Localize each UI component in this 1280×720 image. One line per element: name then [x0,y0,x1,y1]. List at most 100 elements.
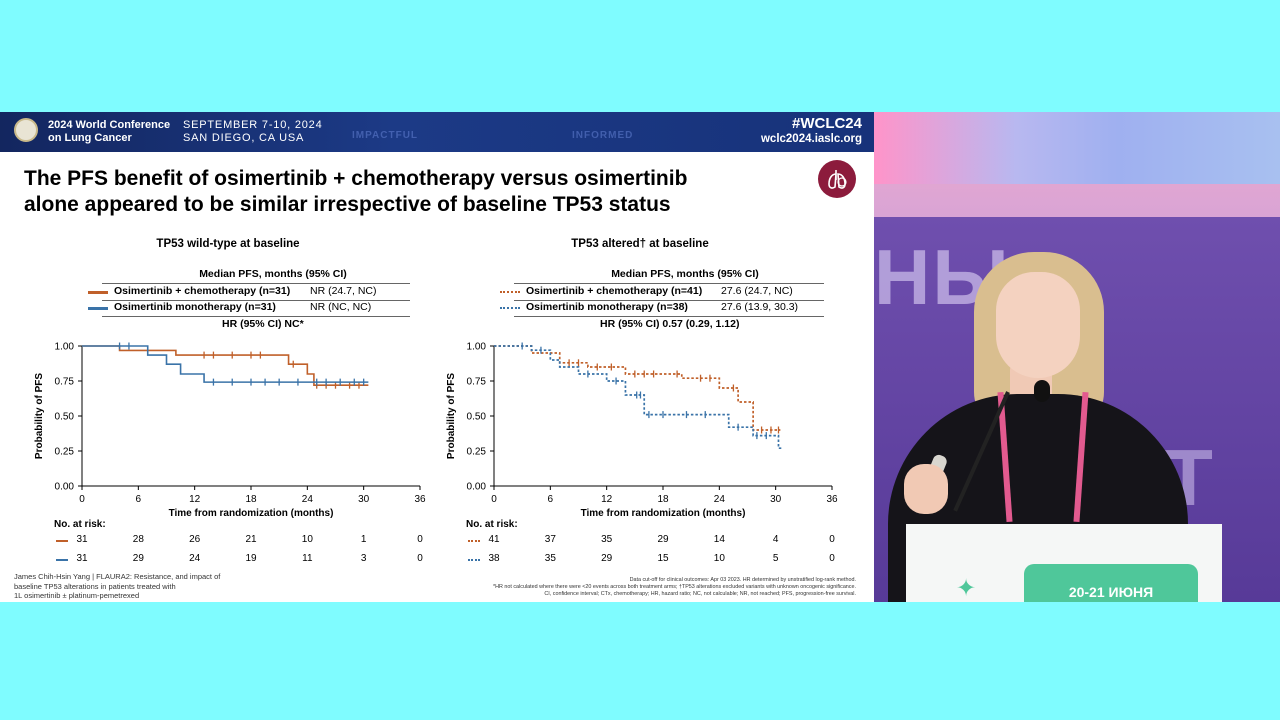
risk-count: 0 [417,534,423,545]
y-tick-label: 0.50 [55,412,75,423]
x-axis-label: Time from randomization (months) [581,508,746,519]
speaker-hand [904,464,948,514]
x-tick-label: 18 [657,494,669,505]
legend-median: 27.6 (13.9, 30.3) [721,301,799,313]
legend-swatch-chemo [88,291,108,294]
legend-item-mono: Osimertinib monotherapy (n=38) 27.6 (13.… [500,300,830,316]
risk-count: 37 [544,534,556,545]
legend-swatch-chemo [500,291,520,293]
stage-screen [874,112,1280,184]
risk-count: 0 [829,553,835,564]
conference-name: 2024 World Conference on Lung Cancer [48,119,171,144]
risk-row-swatch [468,540,480,542]
risk-count: 3 [360,553,367,564]
banner-deco-word: IMPACTFUL [352,130,419,141]
conference-hashtag: #WCLC24 [791,115,862,132]
risk-count: 1 [360,534,367,545]
risk-table-title: No. at risk: [466,519,518,530]
risk-count: 21 [245,534,257,545]
podium-banner [1024,564,1198,602]
risk-count: 11 [302,553,313,564]
risk-count: 29 [601,553,613,564]
risk-row-swatch [56,540,68,542]
legend-swatch-mono [500,307,520,309]
legend-divider [514,300,824,301]
km-plot-altered: 0.00 0.25 0.50 0.75 1.00 0 6 12 18 24 30 36 Time fro… [446,342,838,520]
risk-row-mono: 31 29 24 19 11 3 0 [56,553,454,567]
risk-count: 5 [772,553,779,564]
km-curve-mono [82,345,369,383]
conference-logo-icon [14,118,38,142]
slide-footer-notes: Data cut-off for clinical outcomes: Apr … [492,577,856,597]
legend-wildtype: Median PFS, months (95% CI) Osimertinib … [88,268,418,358]
speaker-camera-feed: НЫ Т ✦ 20-21 ИЮНЯ [874,112,1280,602]
risk-count: 28 [132,534,144,545]
panel-title-altered: TP53 altered† at baseline [571,238,709,250]
risk-table-title: No. at risk: [54,519,106,530]
x-tick-label: 24 [714,494,726,505]
legend-altered: Median PFS, months (95% CI) Osimertinib … [500,268,830,358]
legend-median: NR (NC, NC) [310,301,372,313]
risk-count: 14 [713,534,725,545]
x-tick-label: 30 [358,494,370,505]
risk-row-swatch [468,559,480,561]
legend-divider [514,283,824,284]
legend-divider [102,316,410,317]
y-axis-label: Probability of PFS [446,373,457,459]
legend-median: 27.6 (24.7, NC) [721,285,793,297]
risk-count: 31 [76,534,88,545]
risk-count: 19 [245,553,257,564]
podium-logo-icon: ✦ [955,575,977,602]
km-curve-mono [494,345,782,450]
risk-count: 41 [488,534,500,545]
risk-row-chemo: 31 28 26 21 10 1 0 [56,534,454,548]
risk-count: 10 [713,553,725,564]
legend-header: Median PFS, months (95% CI) [199,268,347,280]
risk-count: 10 [301,534,313,545]
km-curve-chemo [82,345,369,386]
y-tick-label: 0.25 [467,447,487,458]
x-tick-label: 6 [136,494,142,505]
x-tick-label: 36 [826,494,838,505]
conference-banner: 2024 World Conference on Lung Cancer SEP… [0,112,874,152]
microphone-icon [1034,380,1050,402]
speaker-face [996,272,1080,378]
presentation-slide: 2024 World Conference on Lung Cancer SEP… [0,112,874,602]
slide-footer-citation: James Chih-Hsin Yang | FLAURA2: Resistan… [14,572,221,600]
podium-dates: 20-21 ИЮНЯ [1068,584,1154,600]
y-tick-label: 1.00 [55,342,75,353]
x-tick-label: 0 [491,494,497,505]
panel-title-wildtype: TP53 wild-type at baseline [156,238,300,250]
x-axis-label: Time from randomization (months) [169,508,334,519]
x-tick-label: 12 [189,494,201,505]
x-tick-label: 30 [770,494,782,505]
conference-url: wclc2024.iaslc.org [760,133,862,145]
legend-series-name: Osimertinib + chemotherapy (n=31) [114,285,291,297]
y-tick-label: 0.00 [467,482,487,493]
legend-series-name: Osimertinib + chemotherapy (n=41) [526,285,703,297]
y-tick-label: 1.00 [467,342,487,353]
risk-count: 4 [772,534,779,545]
x-tick-label: 36 [414,494,426,505]
legend-hazard-ratio: HR (95% CI) 0.57 (0.29, 1.12) [600,318,740,330]
risk-count: 29 [132,553,144,564]
legend-divider [102,300,410,301]
risk-count: 26 [189,534,201,545]
conference-dates-location: SEPTEMBER 7-10, 2024 SAN DIEGO, CA USA [183,119,323,144]
risk-count: 0 [829,534,835,545]
x-tick-label: 0 [79,494,85,505]
x-tick-label: 6 [548,494,554,505]
x-tick-label: 24 [302,494,314,505]
risk-row-swatch [56,559,68,561]
x-tick-label: 18 [245,494,257,505]
risk-count: 31 [76,553,88,564]
legend-swatch-mono [88,307,108,310]
y-tick-label: 0.75 [467,377,487,388]
risk-count: 15 [657,553,669,564]
y-tick-label: 0.00 [55,482,75,493]
y-tick-label: 0.75 [55,377,75,388]
y-axis-label: Probability of PFS [34,373,45,459]
km-curve-chemo [494,345,781,431]
y-tick-label: 0.50 [467,412,487,423]
legend-series-name: Osimertinib monotherapy (n=31) [114,301,276,313]
